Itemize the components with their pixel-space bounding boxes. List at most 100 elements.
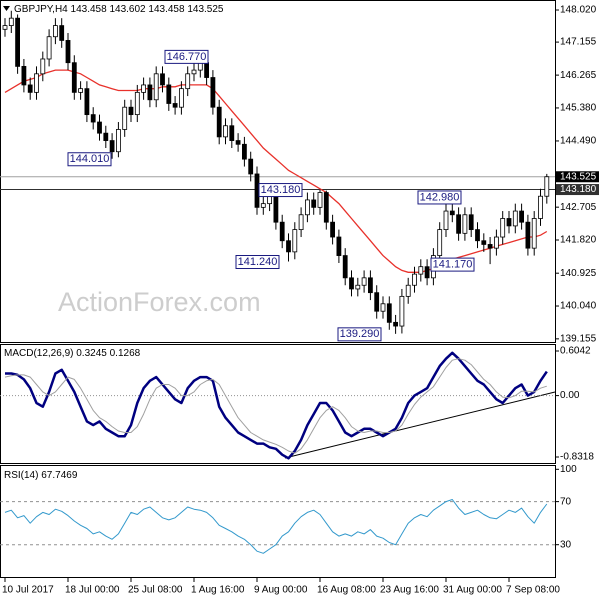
candle-body <box>475 229 480 242</box>
candle-body <box>229 125 235 141</box>
annotation-box <box>67 152 112 167</box>
watermark: ActionForex.com <box>58 287 261 317</box>
x-tick-label: 9 Aug 00:00 <box>254 585 308 596</box>
y-tick-label: 140.925 <box>560 268 597 279</box>
candle-body <box>273 195 279 223</box>
annotation-box <box>164 49 209 64</box>
rsi-value: 67.7469 <box>41 470 78 481</box>
x-tick-label: 10 Jul 2017 <box>2 585 54 596</box>
annotation-box <box>337 327 382 342</box>
candle-body <box>355 284 361 290</box>
candle-body <box>147 84 153 101</box>
collapse-icon <box>3 6 10 11</box>
candle-body <box>443 210 449 231</box>
candle-body <box>286 240 291 253</box>
rsi-title: RSI(14) <box>4 470 38 481</box>
candle-body <box>349 277 354 290</box>
candle-body <box>386 303 392 323</box>
annotation-label: 146.770 <box>167 51 207 63</box>
candle-body <box>172 103 178 108</box>
price-label: 143.525 <box>560 171 597 182</box>
indicator-line <box>5 351 548 460</box>
y-tick-label: 147.155 <box>560 37 597 48</box>
x-tick-label: 1 Aug 16:00 <box>191 585 245 596</box>
candle-body <box>512 210 518 227</box>
macd-title: MACD(12,26,9) <box>4 348 73 359</box>
signal-value: 0.1268 <box>110 348 141 359</box>
candle-body <box>204 62 210 78</box>
price-panel <box>0 0 556 343</box>
candle-body <box>116 129 121 153</box>
y-tick-label: 141.820 <box>560 235 597 246</box>
candle-body <box>134 91 140 116</box>
candle-body <box>260 203 266 208</box>
x-tick-label: 7 Sep 08:00 <box>506 585 560 596</box>
candle-body <box>254 173 260 208</box>
candle-body <box>166 84 172 104</box>
candle-body <box>424 266 430 279</box>
level-label: 143.180 <box>560 184 597 195</box>
candle-body <box>437 229 443 256</box>
candle-body <box>374 292 380 312</box>
x-tick-label: 25 Jul 08:00 <box>128 585 183 596</box>
macd-trendline <box>284 391 556 459</box>
y-tick-label: -0.8318 <box>560 452 594 463</box>
candle-body <box>46 36 52 60</box>
candle-body <box>538 195 543 219</box>
price-box <box>556 171 599 183</box>
rsi-header: RSI(14) 67.7469 <box>4 470 78 481</box>
candle-body <box>311 199 317 208</box>
candle-body <box>71 62 77 93</box>
candle-body <box>103 132 109 141</box>
candle-body <box>84 88 90 116</box>
y-tick-label: 148.020 <box>560 5 597 16</box>
candle-body <box>493 236 499 249</box>
y-tick-label: 100 <box>560 464 577 475</box>
annotation-label: 139.290 <box>340 328 380 340</box>
y-tick-label: 142.705 <box>560 202 597 213</box>
candle-body <box>405 284 411 297</box>
y-tick-label: 70 <box>560 496 572 507</box>
symbol: GBPJPY,H4 <box>14 4 68 15</box>
candle-body <box>210 77 216 108</box>
x-tick-label: 23 Aug 16:00 <box>380 585 439 596</box>
y-tick-label: 0.6042 <box>560 346 591 357</box>
candle-body <box>292 229 298 253</box>
candle-body <box>235 140 241 145</box>
annotation-label: 141.170 <box>433 259 473 271</box>
candle-body <box>298 214 304 231</box>
annotation-box <box>235 255 280 270</box>
candle-body <box>449 210 455 216</box>
candle-body <box>519 210 524 223</box>
candle-body <box>15 17 21 67</box>
low-value: 143.458 <box>148 4 185 15</box>
y-tick-label: 146.265 <box>560 70 597 81</box>
candle-body <box>500 218 506 238</box>
candle-body <box>27 84 33 93</box>
x-tick-label: 31 Aug 00:00 <box>443 585 502 596</box>
y-tick-label: 140.040 <box>560 301 597 312</box>
candle-body <box>336 236 342 256</box>
annotation-label: 142.980 <box>420 191 460 203</box>
candle-body <box>21 65 27 86</box>
x-tick-label: 16 Aug 08:00 <box>317 585 376 596</box>
y-tick-label: 139.155 <box>560 333 597 344</box>
candle-body <box>317 192 323 208</box>
candle-body <box>525 221 531 249</box>
annotation-label: 141.240 <box>238 256 278 268</box>
candle-body <box>531 218 537 249</box>
candle-body <box>481 240 487 245</box>
candle-body <box>53 25 58 38</box>
annotation-box <box>417 190 462 205</box>
candle-body <box>342 255 348 279</box>
x-tick-label: 18 Jul 00:00 <box>65 585 120 596</box>
candle-body <box>191 69 197 75</box>
candle-body <box>304 199 310 216</box>
candle-body <box>34 73 39 93</box>
candle-body <box>267 195 273 205</box>
candle-body <box>40 58 46 75</box>
annotation-label: 144.010 <box>70 153 110 165</box>
candle-body <box>367 277 373 294</box>
y-tick-label: 0.00 <box>560 390 580 401</box>
